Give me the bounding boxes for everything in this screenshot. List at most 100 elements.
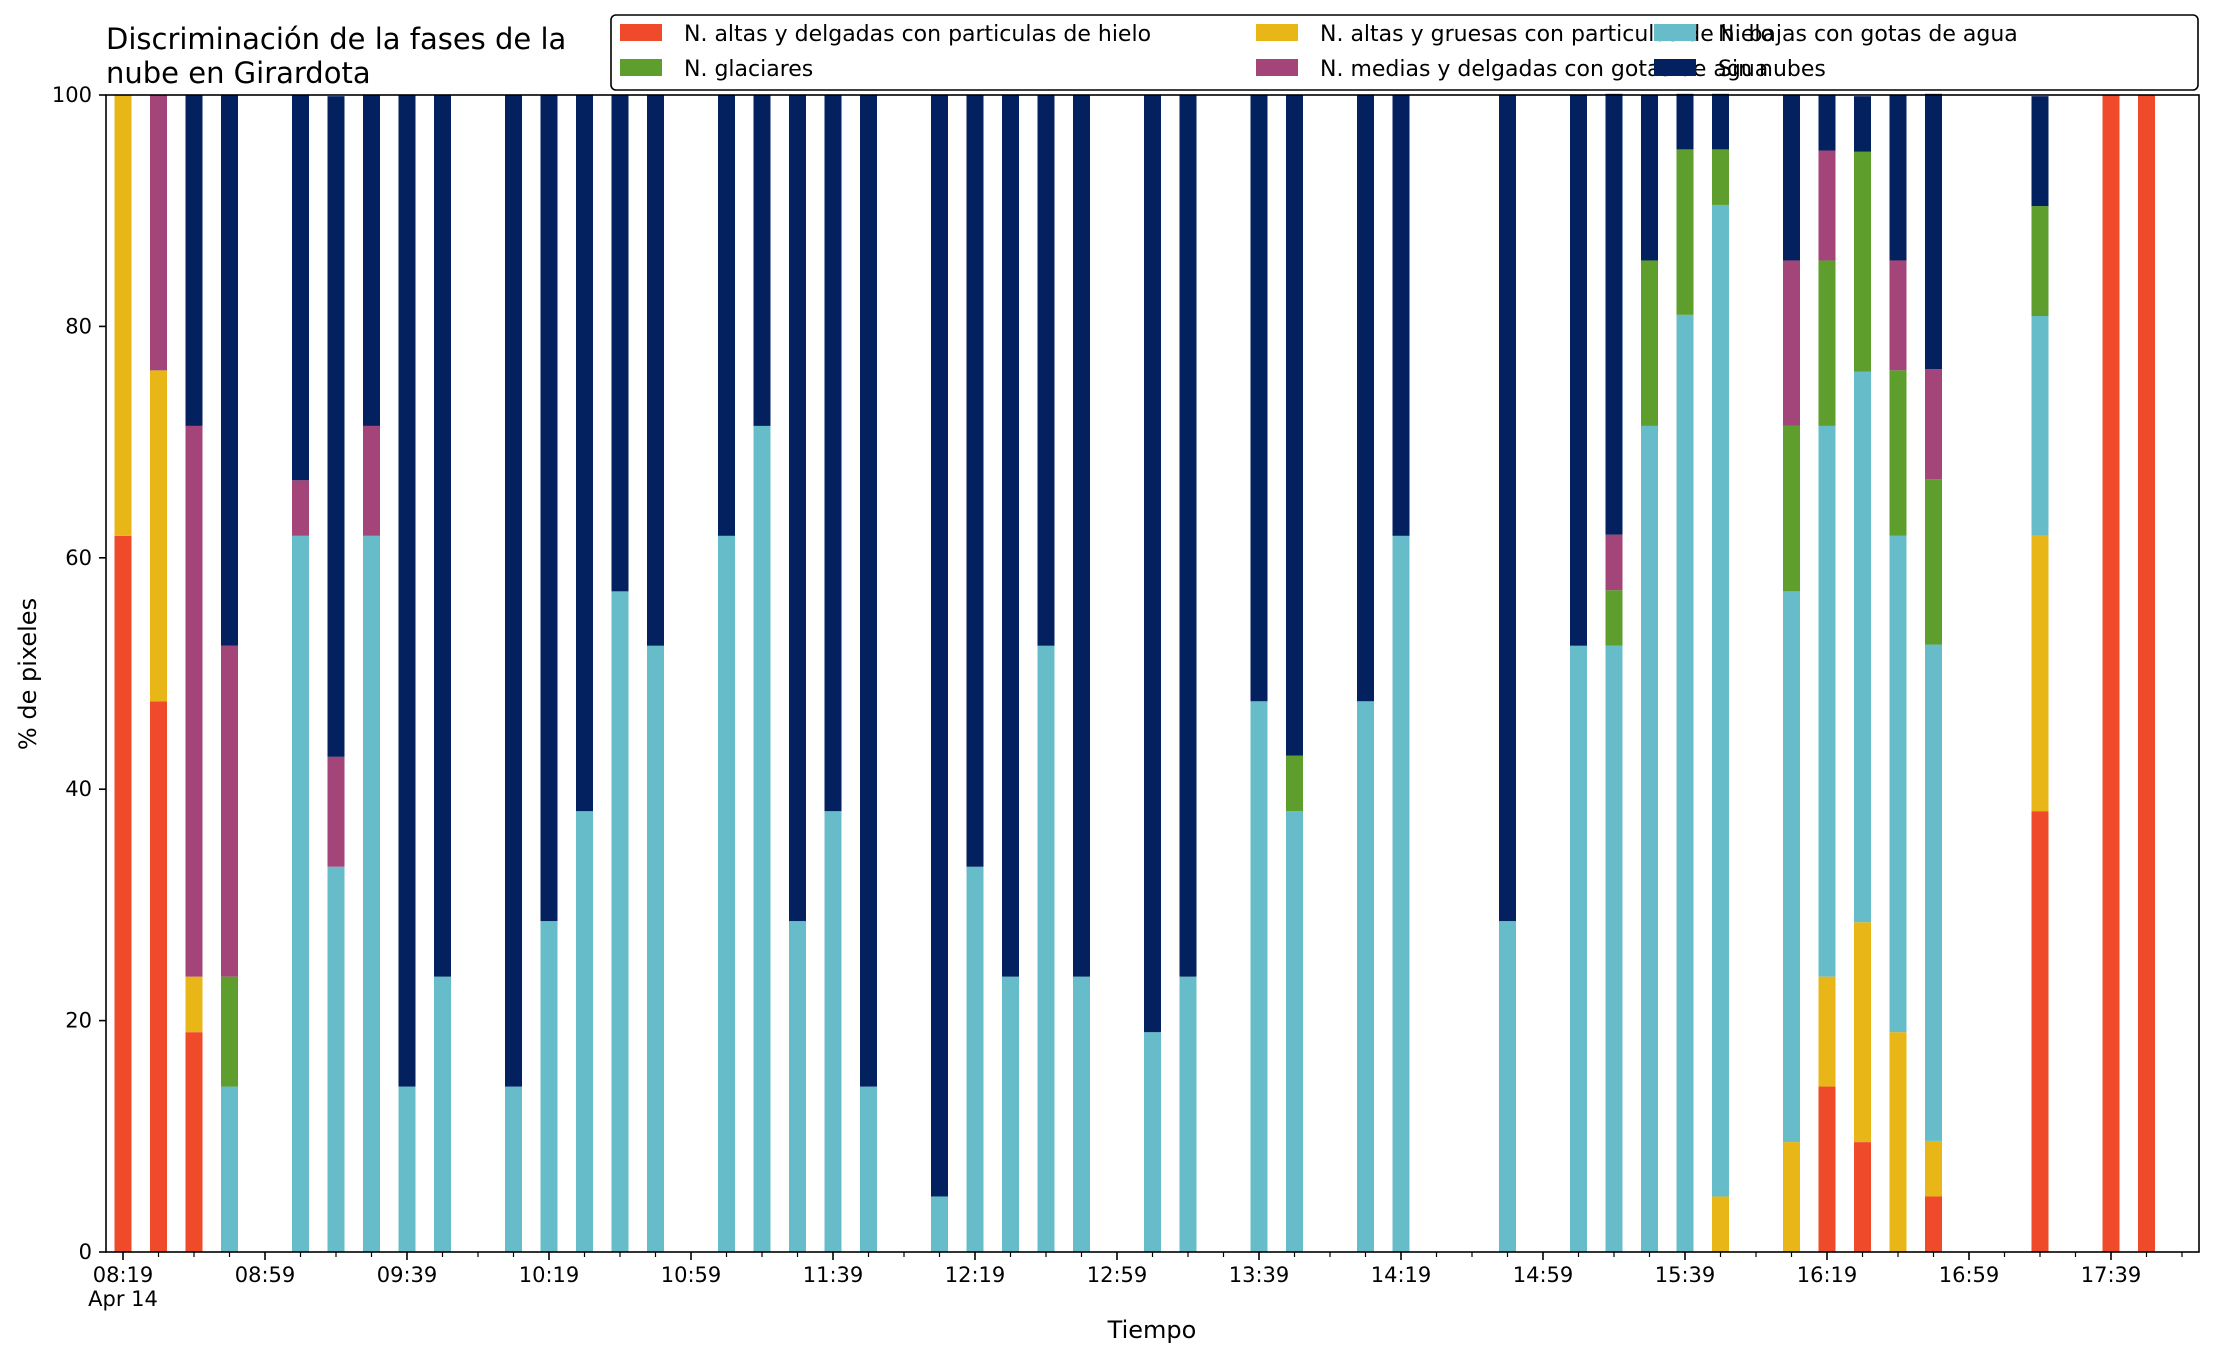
legend-label-altas_gruesas: N. altas y gruesas con particulas de hie… (1320, 22, 1774, 47)
y-tick-label: 100 (52, 83, 92, 107)
bar-segment-sin_nubes (966, 95, 984, 867)
x-tick-label: 14:59 (1513, 1263, 1574, 1287)
bar-segment-sin_nubes (363, 95, 380, 426)
bar-segment-sin_nubes (1357, 95, 1374, 702)
x-tick-label: 13:39 (1229, 1263, 1290, 1287)
x-tick-label: 15:39 (1655, 1263, 1716, 1287)
y-tick-label: 20 (65, 1009, 92, 1033)
legend: N. altas y delgadas con particulas de hi… (610, 14, 2199, 91)
bars-layer (114, 93, 2155, 1253)
bar-segment-glaciares (1818, 260, 1836, 426)
bar-segment-bajas_agua (327, 866, 345, 1252)
bar-segment-bajas_agua (1144, 1032, 1161, 1252)
bar-segment-altas_gruesas (1889, 1032, 1907, 1252)
x-tick-label: 08:59 (235, 1263, 296, 1287)
bar-segment-sin_nubes (753, 95, 771, 426)
bar-segment-sin_nubes (327, 96, 345, 757)
bar-segment-altas_gruesas (2031, 535, 2049, 812)
bar-segment-medias_agua (363, 425, 380, 536)
bar-segment-sin_nubes (1570, 95, 1587, 646)
bar-segment-medias_agua (292, 480, 309, 536)
x-tick-label: 08:19 (93, 1263, 154, 1287)
bar-segment-sin_nubes (1250, 95, 1268, 702)
bar-segment-glaciares (2031, 206, 2049, 316)
bar-segment-sin_nubes (789, 95, 806, 922)
bar-segment-altas_gruesas (185, 976, 203, 1033)
bar-segment-bajas_agua (1499, 921, 1516, 1252)
bar-segment-altas_delgadas (150, 701, 167, 1252)
y-tick-label: 80 (65, 314, 92, 338)
legend-label-bajas_agua: N. bajas con gotas de agua (1718, 22, 2018, 47)
bar-segment-bajas_agua (824, 811, 842, 1252)
bar-segment-bajas_agua (647, 645, 664, 1252)
bar-segment-bajas_agua (966, 866, 984, 1252)
y-axis: 0 20 40 60 80 100 (52, 83, 106, 1264)
bar-segment-bajas_agua (611, 591, 629, 1252)
bar-segment-sin_nubes (1499, 95, 1516, 922)
y-axis-label: % de pixeles (14, 598, 42, 750)
legend-swatch-glaciares (620, 59, 662, 76)
bar-segment-bajas_agua (1712, 204, 1729, 1197)
bar-segment-bajas_agua (1179, 976, 1197, 1252)
bar-segment-bajas_agua (221, 1086, 238, 1252)
bar-segment-sin_nubes (1179, 95, 1197, 977)
bar-segment-sin_nubes (292, 95, 309, 481)
bar-segment-glaciares (1925, 479, 1942, 645)
bar-segment-altas_gruesas (1712, 1196, 1729, 1252)
bar-segment-bajas_agua (1073, 976, 1090, 1252)
bar-segment-sin_nubes (1144, 95, 1161, 1033)
bar-segment-medias_agua (1605, 534, 1623, 591)
bar-segment-bajas_agua (576, 811, 593, 1252)
bar-segment-altas_gruesas (1854, 922, 1871, 1143)
bar-segment-sin_nubes (434, 95, 451, 977)
bar-segment-bajas_agua (1854, 371, 1871, 923)
bar-segment-bajas_agua (789, 921, 806, 1252)
bar-segment-sin_nubes (1073, 95, 1090, 977)
bar-segment-bajas_agua (292, 535, 309, 1252)
bar-segment-altas_delgadas (1818, 1086, 1836, 1252)
bar-segment-bajas_agua (1783, 591, 1800, 1143)
bar-segment-sin_nubes (398, 95, 416, 1087)
bar-segment-medias_agua (1925, 369, 1942, 480)
legend-label-glaciares: N. glaciares (684, 57, 813, 82)
bar-segment-bajas_agua (1570, 645, 1587, 1252)
bar-segment-glaciares (1889, 370, 1907, 536)
bar-segment-sin_nubes (1712, 93, 1729, 150)
legend-swatch-altas_gruesas (1256, 24, 1298, 41)
bar-segment-glaciares (1712, 149, 1729, 205)
bar-segment-sin_nubes (540, 95, 558, 922)
chart-title-line-1: Discriminación de la fases de la (106, 22, 566, 56)
bar-segment-bajas_agua (931, 1196, 948, 1252)
bar-segment-bajas_agua (1889, 535, 1907, 1033)
bar-segment-altas_gruesas (114, 95, 132, 536)
legend-swatch-altas_delgadas (620, 24, 662, 41)
bar-segment-bajas_agua (398, 1086, 416, 1252)
bar-segment-bajas_agua (540, 921, 558, 1252)
bar-segment-bajas_agua (1392, 535, 1410, 1252)
bar-segment-bajas_agua (1002, 976, 1019, 1252)
y-tick-label: 0 (79, 1240, 92, 1264)
bar-segment-glaciares (1641, 260, 1658, 426)
legend-swatch-medias_agua (1256, 59, 1298, 76)
bar-segment-glaciares (1605, 590, 1623, 646)
legend-label-medias_agua: N. medias y delgadas con gotas de agua (1320, 57, 1768, 82)
bar-segment-sin_nubes (1641, 95, 1658, 261)
legend-label-sin_nubes: Sin nubes (1718, 57, 1826, 82)
bar-segment-sin_nubes (1925, 93, 1942, 370)
bar-segment-bajas_agua (2031, 315, 2049, 536)
x-tick-label: 11:39 (803, 1263, 864, 1287)
bar-segment-altas_gruesas (1818, 976, 1836, 1087)
bar-segment-glaciares (1286, 755, 1303, 812)
bar-segment-bajas_agua (1286, 811, 1303, 1252)
bar-segment-bajas_agua (1605, 645, 1623, 1252)
bar-segment-sin_nubes (1286, 95, 1303, 756)
bar-segment-medias_agua (150, 95, 167, 371)
bar-segment-altas_delgadas (1925, 1196, 1942, 1252)
bar-segment-altas_delgadas (2102, 95, 2120, 1252)
bar-segment-altas_delgadas (1854, 1142, 1871, 1252)
bar-segment-medias_agua (327, 756, 345, 867)
bar-segment-sin_nubes (931, 95, 948, 1197)
bar-segment-sin_nubes (185, 95, 203, 426)
bar-segment-bajas_agua (434, 976, 451, 1252)
